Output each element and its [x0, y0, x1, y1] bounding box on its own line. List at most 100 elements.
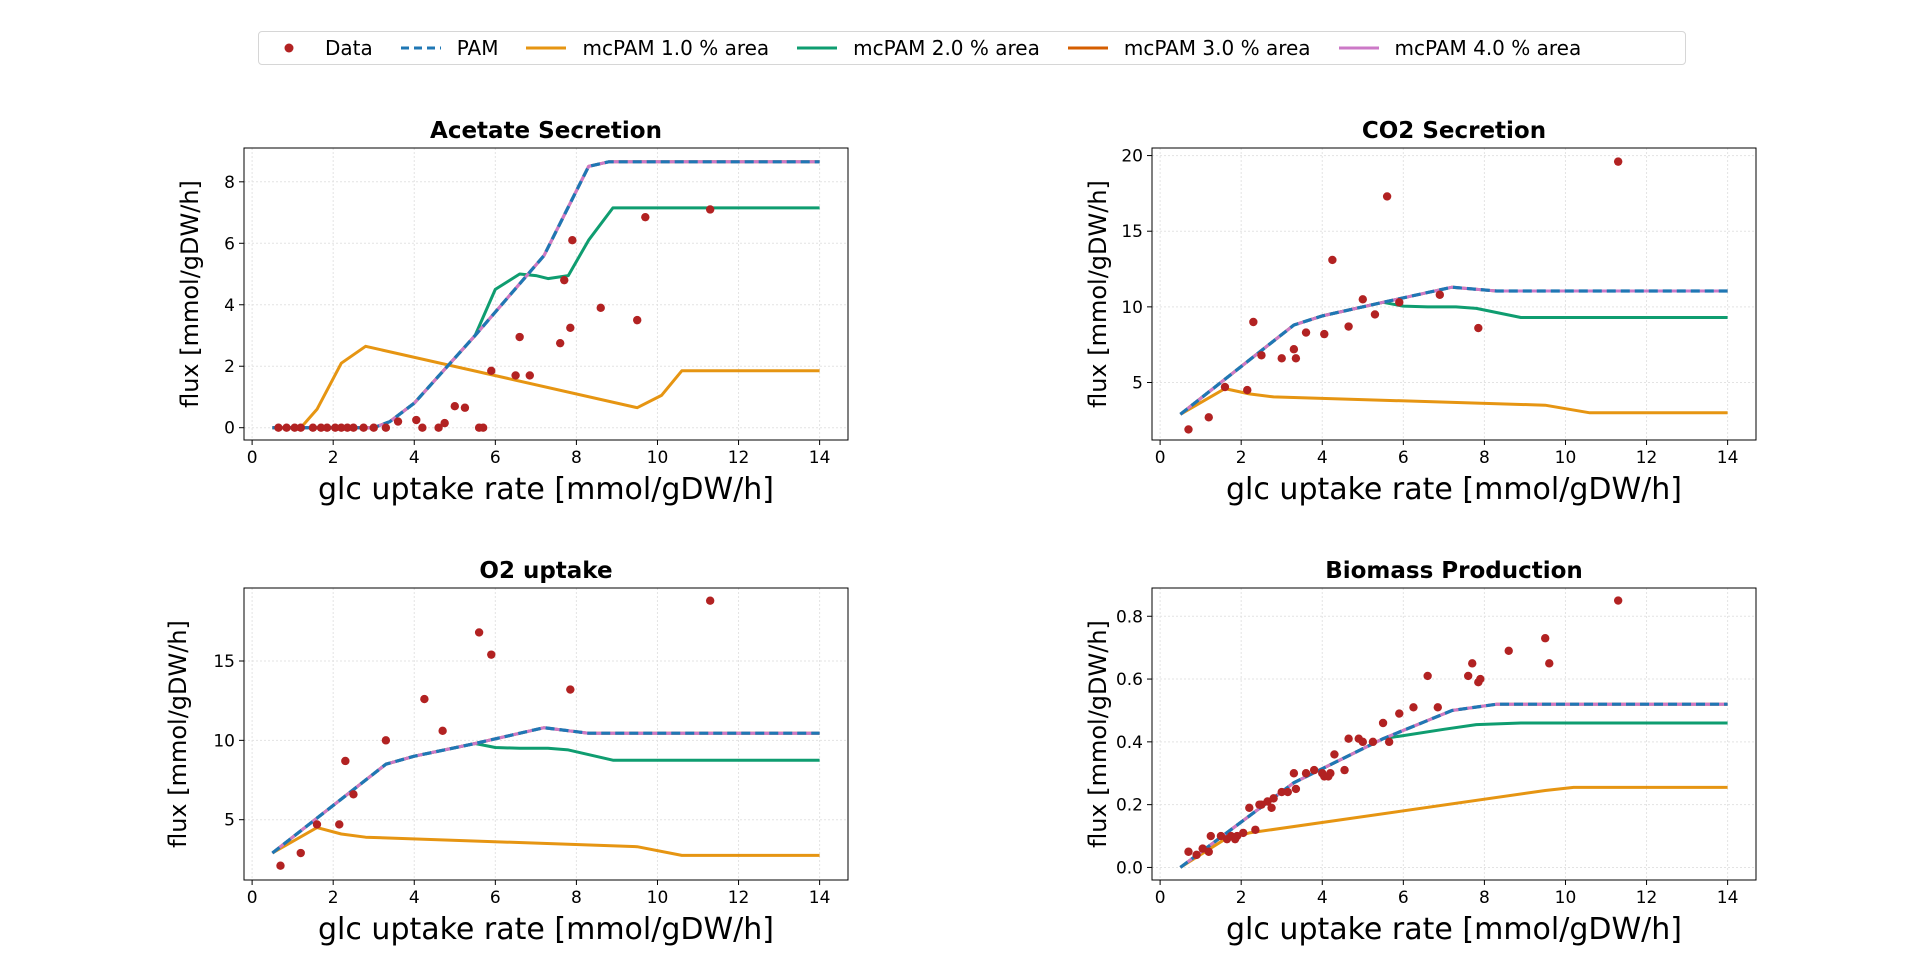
data-point: [1291, 354, 1301, 363]
data-point: [1378, 718, 1388, 728]
chart-title: Biomass Production: [1325, 558, 1583, 584]
data-point: [1301, 328, 1311, 337]
y-tick-label: 0.8: [1116, 607, 1143, 627]
data-point: [596, 303, 605, 313]
y-tick-label: 0.4: [1116, 733, 1143, 753]
data-point: [420, 694, 429, 704]
data-point: [1206, 831, 1215, 841]
data-point: [560, 275, 569, 285]
series-line: [1179, 285, 1728, 416]
series-line: [272, 160, 820, 430]
x-tick-label: 8: [1479, 448, 1490, 468]
y-tick-label: 0.0: [1116, 858, 1143, 878]
legend-marker-data: [284, 43, 294, 53]
series-line: [272, 206, 820, 430]
x-tick-label: 6: [490, 448, 501, 468]
x-tick-label: 4: [409, 448, 420, 468]
plot-frame: [243, 147, 849, 441]
data-point: [1340, 765, 1349, 775]
x-tick-label: 10: [647, 888, 669, 908]
data-point: [1474, 323, 1483, 333]
x-tick-label: 12: [728, 888, 750, 908]
plot-frame: [1151, 587, 1757, 881]
data-point: [438, 726, 447, 736]
data-point: [1384, 737, 1394, 747]
series-line: [1179, 387, 1728, 416]
y-tick-label: 4: [224, 296, 235, 316]
x-tick-label: 8: [1479, 888, 1490, 908]
x-tick-label: 6: [1398, 888, 1409, 908]
y-tick-label: 2: [224, 357, 235, 377]
chart-panel: 0 2 4 6 8 10 12 14 0.0 0.2 0.4 0.6 0.8 Biomass Produc…: [1084, 558, 1757, 947]
x-axis-label: glc uptake rate [mmol/gDW/h]: [318, 912, 774, 947]
data-point: [296, 848, 305, 858]
data-point: [337, 423, 346, 432]
data-point: [555, 338, 565, 348]
plot-frame: [1151, 147, 1757, 441]
data-point: [282, 423, 291, 432]
data-point: [1370, 310, 1380, 319]
data-point: [308, 423, 318, 432]
x-tick-label: 12: [1636, 448, 1658, 468]
data-point: [1192, 850, 1201, 860]
data-point: [487, 650, 496, 659]
series-line: [1179, 785, 1728, 869]
y-axis-label: flux [mmol/gDW/h]: [1084, 620, 1112, 848]
y-tick-label: 0: [224, 419, 235, 439]
data-point: [341, 756, 350, 766]
data-point: [1395, 709, 1404, 718]
data-point: [335, 820, 344, 829]
data-point: [1277, 354, 1286, 363]
chart-title: O2 uptake: [479, 558, 612, 584]
data-point: [1504, 646, 1513, 655]
legend-label: Data: [325, 36, 373, 60]
y-tick-label: 8: [224, 173, 235, 193]
chart-panel: 0 2 4 6 8 10 12 14 0 2 4 6 8 Acetate Secretion glc upt…: [176, 118, 849, 507]
x-tick-label: 4: [1317, 448, 1328, 468]
data-point: [290, 423, 299, 432]
x-tick-label: 8: [571, 448, 582, 468]
legend-line-mcpam-3: [1067, 46, 1108, 50]
data-point: [1184, 425, 1193, 434]
legend-label: mcPAM 2.0 % area: [853, 36, 1040, 60]
legend-label: mcPAM 4.0 % area: [1394, 36, 1582, 60]
legend: Data PAM mcPAM 1.0 % area mcPAM 2.0 % ar…: [258, 31, 1686, 65]
series-line: [271, 826, 820, 857]
data-point: [381, 736, 391, 745]
x-tick-label: 6: [1398, 448, 1409, 468]
x-tick-label: 0: [1155, 448, 1166, 468]
data-point: [393, 417, 403, 426]
chart-panel: 0 2 4 6 8 10 12 14 5 10 15 20 CO2 Secretion glc uptak…: [1084, 118, 1757, 507]
y-tick-label: 15: [213, 652, 235, 672]
y-tick-label: 6: [224, 234, 235, 254]
data-point: [1613, 596, 1623, 605]
x-tick-label: 8: [571, 888, 582, 908]
data-point: [331, 423, 340, 432]
plot-frame: [243, 587, 849, 881]
data-point: [450, 401, 459, 411]
x-tick-label: 14: [809, 888, 831, 908]
x-tick-label: 2: [328, 448, 339, 468]
data-point: [1476, 674, 1485, 684]
x-tick-label: 12: [728, 448, 750, 468]
data-point: [566, 685, 575, 694]
data-point: [1251, 825, 1260, 834]
data-point: [1267, 803, 1276, 812]
series-line: [271, 726, 820, 855]
data-point: [1328, 255, 1337, 265]
chart-panel: 0 2 4 6 8 10 12 14 5 10 15 O2 uptake glc uptake rate…: [164, 558, 849, 947]
y-tick-label: 10: [1121, 298, 1143, 318]
data-point: [359, 423, 368, 432]
x-tick-label: 14: [1717, 888, 1739, 908]
legend-entry-mcpam-1: mcPAM 1.0 % area: [526, 36, 769, 60]
x-tick-label: 4: [1317, 888, 1328, 908]
data-point: [1257, 351, 1266, 360]
x-tick-label: 10: [647, 448, 669, 468]
x-tick-label: 4: [409, 888, 420, 908]
data-point: [633, 315, 642, 325]
data-point: [1289, 345, 1299, 354]
legend-entry-mcpam-2: mcPAM 2.0 % area: [797, 36, 1040, 60]
legend-line-mcpam-2: [797, 46, 838, 50]
data-point: [1291, 784, 1301, 794]
x-axis-label: glc uptake rate [mmol/gDW/h]: [318, 472, 774, 507]
